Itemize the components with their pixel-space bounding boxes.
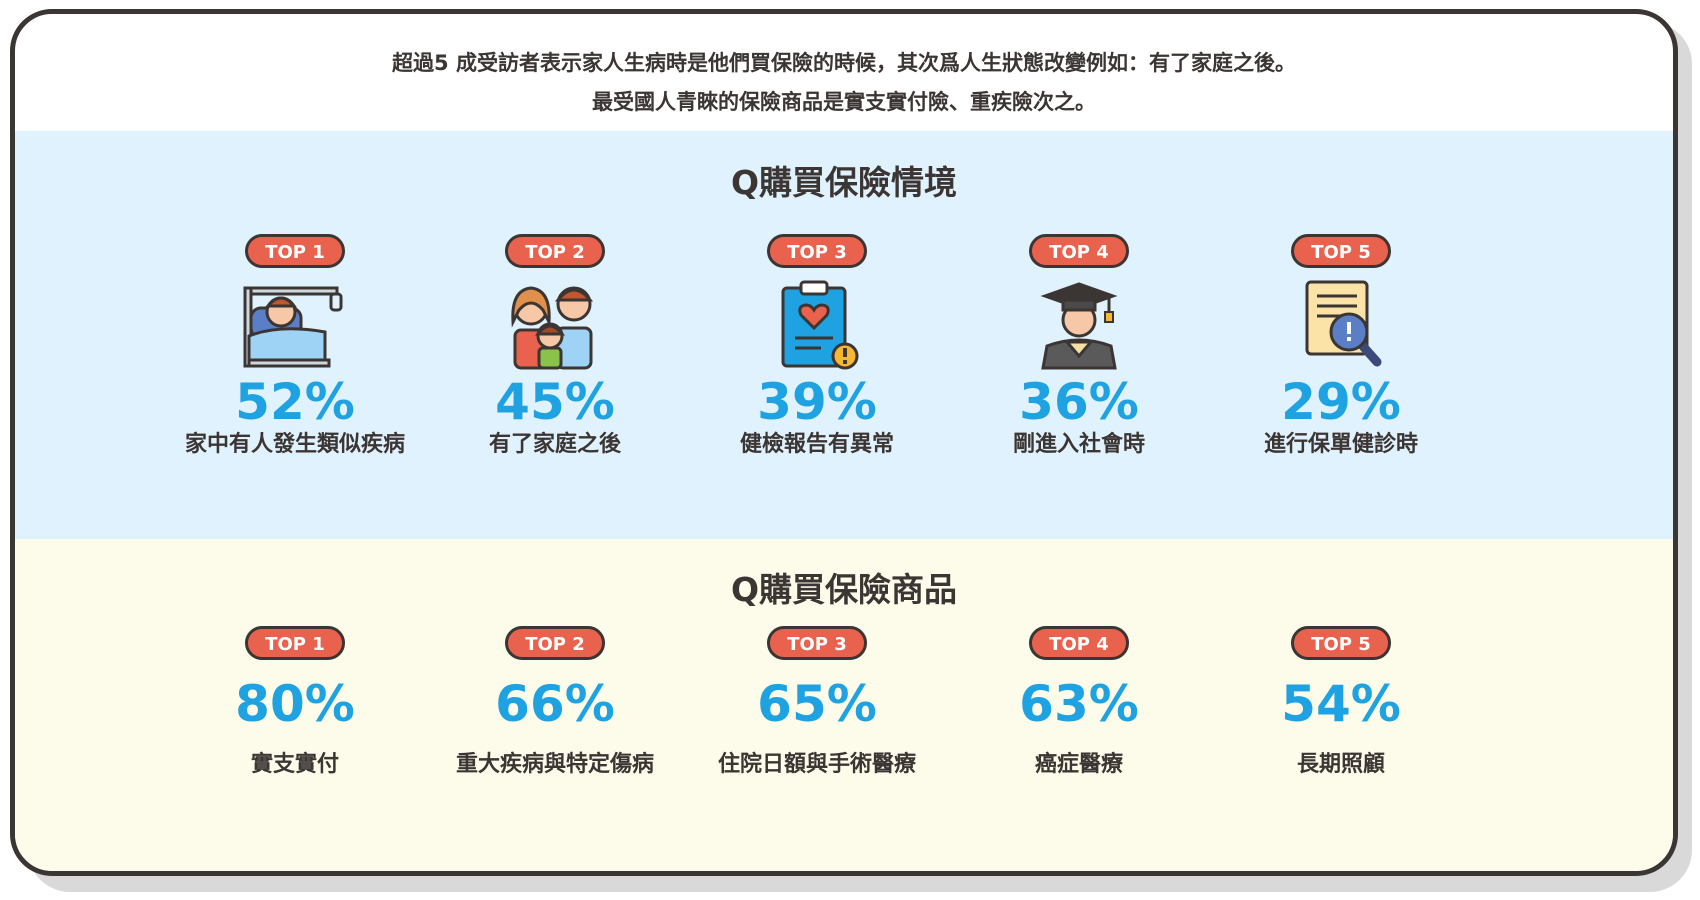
rank-badge: TOP 4 (1029, 234, 1129, 268)
percent-value: 65% (757, 675, 877, 733)
percent-value: 52% (235, 373, 355, 431)
product-item-3: TOP 3 65% 住院日額與手術醫療 (687, 626, 947, 780)
percent-value: 39% (757, 373, 877, 431)
scenario-label: 剛進入社會時 (1012, 432, 1145, 457)
rank-badge: TOP 5 (1291, 626, 1391, 660)
product-item-5: TOP 5 54% 長期照顧 (1211, 626, 1471, 780)
rank-badge: TOP 1 (245, 626, 345, 660)
percent-value: 63% (1019, 675, 1139, 733)
hospital-bed-icon (243, 286, 343, 368)
scenario-item-5: TOP 5 29% 進行保單健診時 (1211, 234, 1471, 460)
scenario-label: 健檢報告有異常 (739, 432, 894, 457)
intro-line-1: 超過5 成受訪者表示家人生病時是他們買保險的時候，其次爲人生狀態改變例如：有了家… (392, 51, 1296, 75)
percent-value: 80% (235, 675, 355, 733)
percent-value: 66% (495, 675, 615, 733)
percent-value: 36% (1019, 373, 1139, 431)
document-search-icon (1305, 280, 1382, 367)
percent-value: 45% (495, 373, 615, 431)
rank-badge: TOP 2 (505, 234, 605, 268)
rank-badge: TOP 3 (767, 234, 867, 268)
scenario-label: 進行保單健診時 (1263, 432, 1418, 457)
scenario-item-2: TOP 2 45% 有了家庭之後 (425, 234, 685, 460)
product-label: 住院日額與手術醫療 (717, 752, 916, 777)
percent-value: 54% (1281, 675, 1401, 733)
product-label: 實支實付 (250, 752, 339, 777)
scenario-section: Q購買保險情境 TOP 1 52% 家中有人發生類似疾病 TOP 2 (15, 131, 1673, 539)
scenario-title: Q購買保險情境 (730, 163, 958, 202)
rank-badge: TOP 3 (767, 626, 867, 660)
product-label: 癌症醫療 (1034, 752, 1123, 777)
scenario-label: 家中有人發生類似疾病 (184, 432, 405, 457)
product-label: 重大疾病與特定傷病 (455, 752, 654, 777)
scenario-item-4: TOP 4 36% 剛進入社會時 (949, 234, 1209, 460)
rank-badge: TOP 4 (1029, 626, 1129, 660)
scenario-label: 有了家庭之後 (488, 432, 621, 457)
family-icon (511, 286, 594, 370)
product-section: Q購買保險商品 TOP 1 80% 實支實付 TOP 2 66% 重大疾病與特定… (15, 539, 1673, 871)
rank-badge: TOP 2 (505, 626, 605, 660)
intro-text: 超過5 成受訪者表示家人生病時是他們買保險的時候，其次爲人生狀態改變例如：有了家… (15, 44, 1673, 122)
percent-value: 29% (1281, 373, 1401, 431)
scenario-item-1: TOP 1 52% 家中有人發生類似疾病 (165, 234, 425, 460)
product-item-4: TOP 4 63% 癌症醫療 (949, 626, 1209, 780)
scenario-item-3: TOP 3 39% 健檢報告有異常 (687, 234, 947, 460)
product-item-2: TOP 2 66% 重大疾病與特定傷病 (425, 626, 685, 780)
rank-badge: TOP 5 (1291, 234, 1391, 268)
graduate-icon (1040, 282, 1118, 370)
rank-badge: TOP 1 (245, 234, 345, 268)
infographic-card: 超過5 成受訪者表示家人生病時是他們買保險的時候，其次爲人生狀態改變例如：有了家… (10, 9, 1678, 876)
intro-line-2: 最受國人青睞的保險商品是實支實付險、重疾險次之。 (592, 90, 1096, 114)
product-title: Q購買保險商品 (730, 570, 958, 609)
medical-report-icon (781, 280, 859, 370)
product-label: 長期照顧 (1296, 752, 1385, 777)
product-item-1: TOP 1 80% 實支實付 (165, 626, 425, 780)
